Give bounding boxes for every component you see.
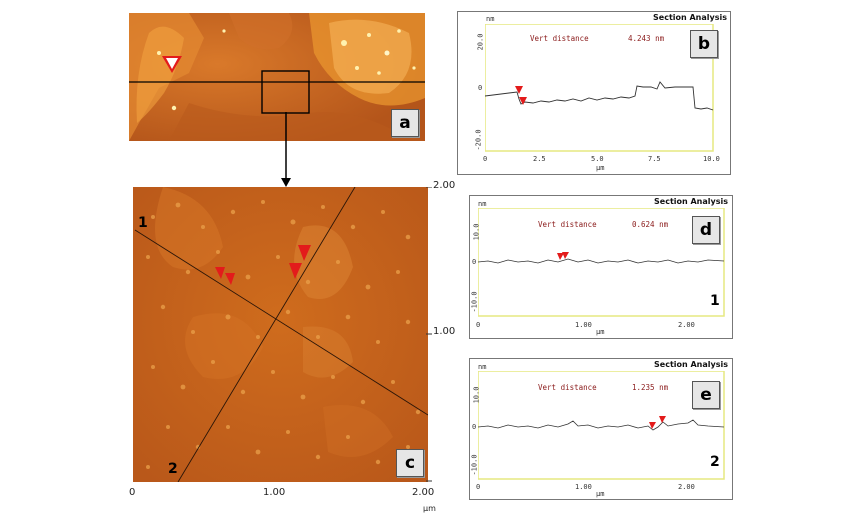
b-xunit: µm	[596, 164, 605, 172]
e-ytick-2: -10.0	[470, 454, 479, 476]
e-xtick-1: 1.00	[575, 483, 592, 491]
e-unit-y: nm	[478, 363, 487, 371]
b-xtick-3: 7.5	[648, 155, 661, 163]
section-title-b: Section Analysis	[653, 13, 727, 22]
afm-image-a: a	[129, 13, 425, 141]
b-vert-label: Vert distance	[530, 34, 589, 43]
section-panel-b: Section Analysis nm Vert distance 4.243 …	[457, 11, 731, 175]
b-unit-y: nm	[486, 15, 495, 23]
line-label-2: 2	[168, 461, 178, 477]
afm-image-c: 1 2 c	[133, 187, 428, 482]
d-ytick-1: 0	[472, 258, 477, 266]
e-ytick-1: 0	[472, 423, 477, 431]
b-ytick-1: 0	[478, 84, 483, 92]
d-ytick-0: 10.0	[472, 223, 481, 241]
e-xtick-2: 2.00	[678, 483, 695, 491]
b-ytick-2: -20.0	[474, 129, 483, 151]
zoom-arrow	[281, 112, 291, 187]
afm-image-c-svg	[133, 187, 428, 482]
c-yaxis-ticks	[426, 187, 432, 482]
d-xunit: µm	[596, 328, 605, 336]
e-xunit: µm	[596, 490, 605, 498]
d-ytick-2: -10.0	[470, 291, 479, 313]
marker-c2-a	[298, 245, 311, 261]
c-xtick-1: 1.00	[263, 487, 286, 498]
e-plot	[478, 371, 725, 480]
panel-label-d: d	[692, 216, 720, 244]
d-xtick-2: 2.00	[678, 321, 695, 329]
e-ytick-0: 10.0	[472, 386, 481, 404]
e-xtick-0: 0	[476, 483, 481, 491]
c-xunit: µm	[423, 504, 436, 513]
marker-c1-a	[215, 267, 225, 279]
c-xtick-0: 0	[129, 487, 136, 498]
surface-grains	[146, 200, 421, 469]
b-xtick-2: 5.0	[591, 155, 604, 163]
d-plot	[478, 208, 725, 317]
e-vert-value: 1.235 nm	[632, 383, 669, 392]
section-line-1	[134, 229, 428, 416]
c-ytick-0: 2.00	[433, 180, 456, 191]
d-vert-value: 0.624 nm	[632, 220, 669, 229]
section-panel-e: Section Analysis nm Vert distance 1.235 …	[469, 358, 733, 500]
afm-image-a-svg	[129, 13, 425, 141]
c-ytick-1: 1.00	[433, 326, 456, 337]
b-ytick-0: 20.0	[476, 33, 485, 51]
d-unit-y: nm	[478, 200, 487, 208]
section-title-e: Section Analysis	[654, 360, 728, 369]
marker-a-white	[166, 58, 178, 69]
marker-c1-b	[225, 273, 235, 285]
section-line-2	[177, 187, 356, 482]
line-label-1: 1	[138, 215, 148, 231]
c-xtick-2: 2.00	[412, 487, 435, 498]
panel-label-b: b	[690, 30, 718, 58]
b-vert-value: 4.243 nm	[628, 34, 665, 43]
e-vert-label: Vert distance	[538, 383, 597, 392]
d-vert-label: Vert distance	[538, 220, 597, 229]
panel-label-e: e	[692, 381, 720, 409]
e-line-id: 2	[710, 454, 720, 470]
d-xtick-0: 0	[476, 321, 481, 329]
section-title-d: Section Analysis	[654, 197, 728, 206]
b-xtick-4: 10.0	[703, 155, 720, 163]
section-panel-d: Section Analysis nm Vert distance 0.624 …	[469, 195, 733, 339]
d-line-id: 1	[710, 293, 720, 309]
d-xtick-1: 1.00	[575, 321, 592, 329]
panel-label-a: a	[391, 109, 419, 137]
b-plot	[485, 24, 714, 152]
marker-c2-b	[289, 263, 302, 279]
b-xtick-0: 0	[483, 155, 488, 163]
panel-label-c: c	[396, 449, 424, 477]
b-xtick-1: 2.5	[533, 155, 546, 163]
